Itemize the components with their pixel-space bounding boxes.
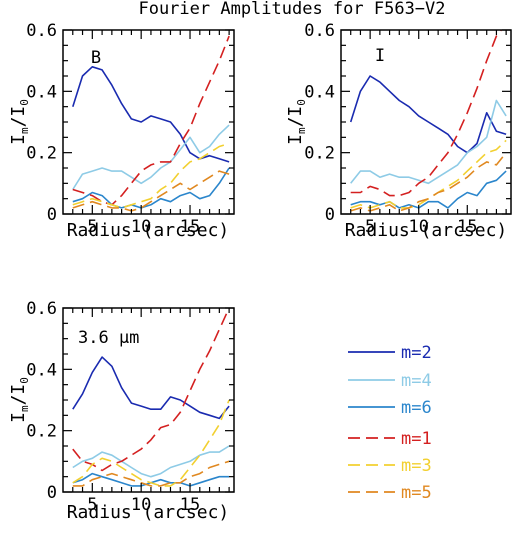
legend-label-m-6: m=6 bbox=[401, 398, 432, 418]
panel-label: I bbox=[375, 46, 385, 66]
figure-title: Fourier Amplitudes for F563−V2 bbox=[138, 0, 445, 19]
y-tick-label: 0.4 bbox=[26, 360, 57, 380]
y-tick-label: 0.4 bbox=[304, 82, 335, 102]
series-line-m-3 bbox=[350, 139, 507, 209]
x-tick-label: 5 bbox=[87, 217, 97, 237]
y-tick-label: 0.2 bbox=[304, 144, 335, 164]
y-tick-label: 0 bbox=[47, 205, 57, 225]
legend-label-m-3: m=3 bbox=[401, 456, 432, 476]
panel-label: 3.6 μm bbox=[78, 328, 139, 348]
panel-3-6um: 5 10 15 0 0.2 0.4 0.6 3.6 μm Radius (arcsec) I… bbox=[8, 299, 235, 523]
legend-label-m-2: m=2 bbox=[401, 343, 432, 363]
panel-b: 5 10 15 0 0.2 0.4 0.6 B Radius (arcsec) Im/I0 bbox=[8, 21, 235, 241]
series-line-m-2 bbox=[349, 75, 507, 154]
x-tick-label: 10 bbox=[408, 217, 428, 237]
plot-frame bbox=[340, 29, 512, 215]
legend-label-m-1: m=1 bbox=[401, 429, 432, 449]
x-tick-label: 5 bbox=[87, 495, 97, 515]
y-axis-label: Im/I0 bbox=[8, 99, 31, 145]
x-axis-label: Radius (arcsec) bbox=[67, 502, 230, 523]
series-line-m-5 bbox=[350, 152, 507, 212]
series-line-m-3 bbox=[72, 142, 230, 209]
series-line-m-2 bbox=[72, 66, 230, 163]
x-tick-label: 5 bbox=[365, 217, 375, 237]
y-tick-label: 0.6 bbox=[26, 21, 57, 41]
y-tick-label: 0.2 bbox=[26, 144, 57, 164]
series-line-m-1 bbox=[72, 308, 230, 472]
series-line-m-2 bbox=[72, 356, 230, 420]
series-line-m-6 bbox=[72, 167, 230, 209]
plot-frame bbox=[62, 29, 235, 215]
x-axis-label: Radius (arcsec) bbox=[345, 220, 508, 241]
series-line-m-5 bbox=[72, 170, 230, 212]
x-tick-label: 10 bbox=[131, 217, 151, 237]
panel-label: B bbox=[91, 48, 101, 68]
series-line-m-4 bbox=[350, 99, 507, 185]
y-axis-label: Im/I0 bbox=[285, 99, 308, 145]
y-tick-label: 0.6 bbox=[26, 299, 57, 319]
y-axis-label: Im/I0 bbox=[8, 377, 31, 423]
legend-label-m-5: m=5 bbox=[401, 483, 432, 503]
legend: m=2 m=4 m=6 m=1 m=3 m=5 bbox=[348, 343, 432, 503]
series-line-m-4 bbox=[72, 124, 230, 190]
y-tick-label: 0 bbox=[47, 483, 57, 503]
panel-i: 5 10 15 0 0.2 0.4 0.6 I Radius (arcsec) Im/I0 bbox=[285, 21, 512, 241]
series-line-m-1 bbox=[350, 30, 503, 197]
series-line-m-6 bbox=[72, 472, 230, 487]
y-tick-label: 0.2 bbox=[26, 422, 57, 442]
y-tick-label: 0.6 bbox=[304, 21, 335, 41]
legend-label-m-4: m=4 bbox=[401, 371, 432, 391]
y-tick-label: 0 bbox=[325, 205, 335, 225]
x-tick-label: 15 bbox=[180, 495, 200, 515]
series-line-m-4 bbox=[72, 445, 230, 478]
y-tick-label: 0.4 bbox=[26, 82, 57, 102]
series-line-m-3 bbox=[72, 399, 230, 487]
series-line-m-6 bbox=[350, 170, 507, 209]
x-tick-label: 10 bbox=[131, 495, 151, 515]
series-line-m-5 bbox=[72, 460, 230, 487]
series-line-m-1 bbox=[72, 35, 230, 206]
x-tick-label: 15 bbox=[457, 217, 477, 237]
x-tick-label: 15 bbox=[180, 217, 200, 237]
x-axis-label: Radius (arcsec) bbox=[67, 220, 230, 241]
